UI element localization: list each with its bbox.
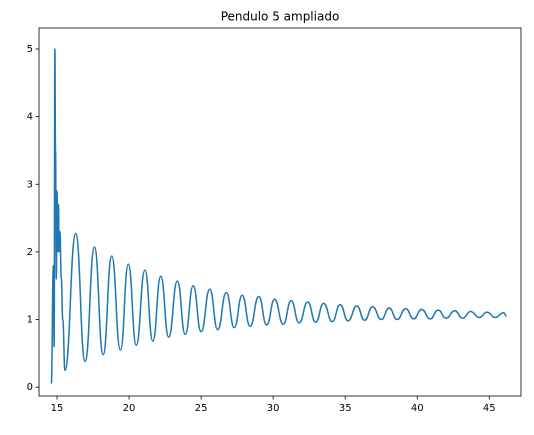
x-tick-label: 15 [51,403,64,414]
x-tick-label: 20 [123,403,136,414]
axes-frame [38,27,522,397]
y-tick-label: 1 [27,315,33,326]
y-tick-label: 2 [27,247,33,258]
y-tick-label: 4 [27,112,33,123]
x-tick-label: 45 [483,403,496,414]
chart-title: Pendulo 5 ampliado [221,10,340,24]
y-tick-label: 3 [27,179,33,190]
x-tick-label: 30 [267,403,280,414]
x-tick-label: 25 [195,403,208,414]
y-tick-label: 0 [27,382,33,393]
y-tick-label: 5 [27,44,33,55]
x-tick-label: 35 [339,403,352,414]
line-series [50,48,507,385]
x-tick-label: 40 [411,403,424,414]
